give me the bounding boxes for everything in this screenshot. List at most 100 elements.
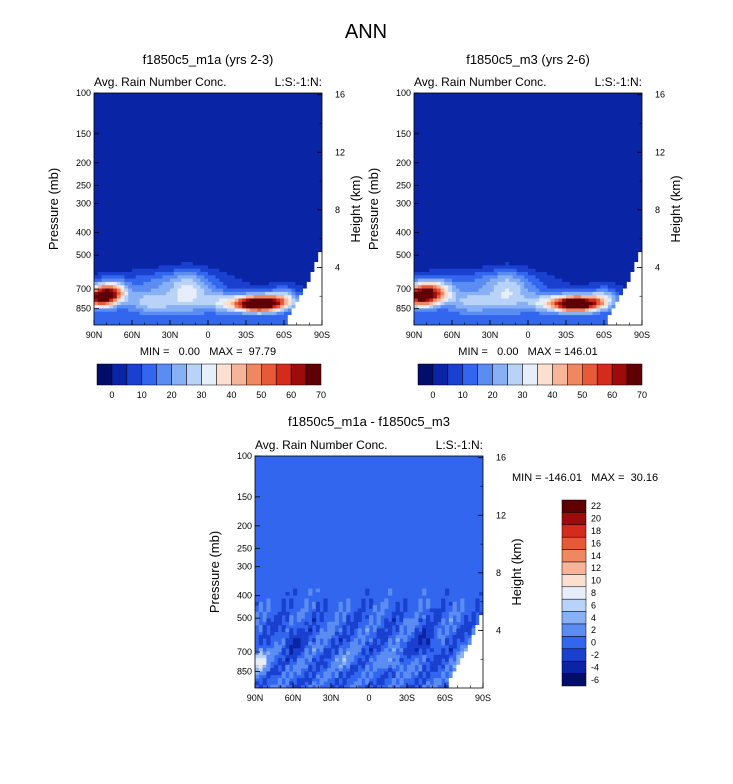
heatmap-cell bbox=[287, 202, 292, 207]
heatmap-cell bbox=[173, 262, 178, 266]
heatmap-cell bbox=[185, 315, 190, 319]
heatmap-cell bbox=[139, 122, 144, 127]
heatmap-cell bbox=[227, 225, 232, 230]
heatmap-cell bbox=[113, 288, 118, 293]
heatmap-cell bbox=[162, 318, 167, 323]
heatmap-cell bbox=[143, 298, 148, 303]
heatmap-cell bbox=[162, 258, 167, 263]
heatmap-cell bbox=[158, 129, 163, 134]
heatmap-cell bbox=[287, 252, 292, 256]
heatmap-cell bbox=[276, 238, 281, 243]
heatmap-cell bbox=[177, 268, 182, 273]
heatmap-cell bbox=[132, 155, 137, 160]
heatmap-cell bbox=[436, 102, 441, 107]
heatmap-cell bbox=[116, 126, 121, 130]
heatmap-cell bbox=[139, 245, 144, 250]
heatmap-cell bbox=[94, 202, 99, 207]
heatmap-cell bbox=[272, 262, 277, 266]
heatmap-cell bbox=[185, 265, 190, 270]
heatmap-cell bbox=[223, 262, 228, 266]
heatmap-cell bbox=[417, 112, 422, 117]
heatmap-cell bbox=[181, 185, 186, 190]
heatmap-cell bbox=[204, 159, 209, 163]
heatmap-cell bbox=[425, 215, 430, 220]
heatmap-cell bbox=[414, 109, 419, 114]
heatmap-cell bbox=[105, 252, 110, 256]
heatmap-cell bbox=[139, 271, 144, 276]
heatmap-cell bbox=[143, 126, 148, 130]
heatmap-cell bbox=[109, 321, 114, 325]
heatmap-cell bbox=[227, 222, 232, 226]
heatmap-cell bbox=[158, 202, 163, 207]
heatmap-cell bbox=[185, 278, 190, 283]
heatmap-cell bbox=[208, 159, 213, 163]
heatmap-cell bbox=[242, 248, 247, 253]
heatmap-cell bbox=[318, 258, 322, 263]
heatmap-cell bbox=[295, 248, 300, 253]
heatmap-cell bbox=[166, 195, 171, 200]
heatmap-cell bbox=[280, 268, 285, 273]
heatmap-cell bbox=[173, 93, 178, 97]
heatmap-cell bbox=[295, 242, 300, 246]
heatmap-cell bbox=[105, 162, 110, 167]
heatmap-cell bbox=[444, 258, 449, 263]
heatmap-cell bbox=[162, 116, 167, 120]
heatmap-cell bbox=[189, 185, 194, 190]
heatmap-cell bbox=[128, 146, 133, 150]
heatmap-cell bbox=[147, 271, 152, 276]
heatmap-cell bbox=[139, 96, 144, 101]
heatmap-cell bbox=[257, 315, 262, 319]
heatmap-cell bbox=[246, 298, 251, 303]
heatmap-cell bbox=[94, 318, 99, 323]
heatmap-cell bbox=[272, 248, 277, 253]
heatmap-cell bbox=[181, 126, 186, 130]
heatmap-cell bbox=[154, 252, 159, 256]
heatmap-cell bbox=[97, 205, 102, 210]
heatmap-cell bbox=[303, 106, 308, 110]
heatmap-cell bbox=[204, 245, 209, 250]
heatmap-cell bbox=[185, 209, 190, 213]
heatmap-cell bbox=[208, 126, 213, 130]
heatmap-cell bbox=[143, 255, 148, 260]
heatmap-cell bbox=[204, 175, 209, 180]
heatmap-cell bbox=[440, 142, 445, 147]
heatmap-cell bbox=[448, 301, 453, 306]
x-tick-label: 90S bbox=[314, 330, 330, 340]
heatmap-cell bbox=[219, 146, 224, 150]
heatmap-cell bbox=[124, 169, 129, 173]
heatmap-cell bbox=[170, 288, 175, 293]
heatmap-cell bbox=[421, 205, 426, 210]
heatmap-cell bbox=[124, 232, 129, 236]
heatmap-cell bbox=[154, 162, 159, 167]
heatmap-cell bbox=[257, 199, 262, 203]
heatmap-cell bbox=[268, 288, 273, 293]
heatmap-cell bbox=[433, 99, 438, 104]
heatmap-cell bbox=[109, 165, 114, 170]
heatmap-cell bbox=[291, 218, 296, 223]
heatmap-cell bbox=[185, 271, 190, 276]
heatmap-cell bbox=[314, 285, 319, 289]
heatmap-cell bbox=[147, 102, 152, 107]
heatmap-cell bbox=[253, 109, 258, 114]
heatmap-cell bbox=[158, 179, 163, 183]
heatmap-cell bbox=[284, 242, 289, 246]
heatmap-cell bbox=[215, 182, 220, 187]
heatmap-cell bbox=[223, 142, 228, 147]
heatmap-cell bbox=[208, 255, 213, 260]
heatmap-cell bbox=[306, 185, 311, 190]
heatmap-cell bbox=[234, 268, 239, 273]
heatmap-cell bbox=[246, 281, 251, 286]
heatmap-cell bbox=[429, 149, 434, 154]
heatmap-cell bbox=[215, 122, 220, 127]
heatmap-cell bbox=[105, 238, 110, 243]
heatmap-cell bbox=[143, 159, 148, 163]
heatmap-cell bbox=[208, 139, 213, 144]
heatmap-cell bbox=[284, 126, 289, 130]
heatmap-cell bbox=[287, 139, 292, 144]
heatmap-cell bbox=[154, 281, 159, 286]
heatmap-cell bbox=[154, 152, 159, 157]
heatmap-cell bbox=[310, 301, 315, 306]
heatmap-cell bbox=[417, 218, 422, 223]
heatmap-cell bbox=[257, 192, 262, 197]
heatmap-cell bbox=[113, 228, 118, 233]
